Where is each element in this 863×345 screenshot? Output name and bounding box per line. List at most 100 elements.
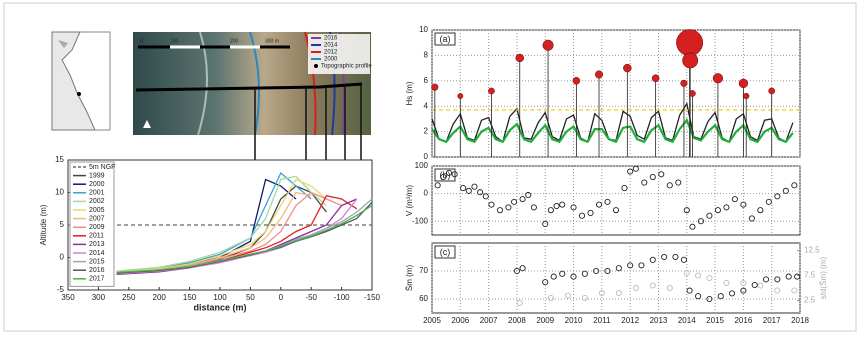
- storm-bubble: [595, 70, 604, 79]
- point: [553, 202, 560, 210]
- point: [706, 274, 713, 282]
- panel-label-box: [434, 245, 456, 259]
- point: [717, 293, 724, 300]
- legend-label: 5m NGF: [89, 164, 115, 171]
- y-tick-label: 8: [424, 51, 429, 60]
- storm-bubble: [572, 77, 581, 85]
- point: [714, 207, 721, 214]
- y-tick-label: 15: [55, 155, 64, 164]
- legend-label: 2015: [89, 258, 105, 265]
- point: [627, 262, 634, 269]
- point: [774, 276, 781, 283]
- point: [564, 292, 571, 299]
- point: [451, 171, 458, 178]
- point: [794, 273, 801, 280]
- storm-bubble: [743, 92, 750, 100]
- point: [632, 165, 639, 172]
- point: [740, 287, 747, 294]
- x-tick-label: 300: [92, 293, 106, 302]
- storm-bubble: [676, 29, 704, 57]
- point: [695, 272, 702, 279]
- point: [542, 220, 549, 228]
- legend-label: 2013: [89, 241, 105, 248]
- storm-bubble: [768, 87, 776, 95]
- plot-area: [431, 242, 801, 314]
- point: [723, 204, 730, 211]
- x-tick-label: -50: [305, 293, 317, 302]
- legend-label: 2016: [89, 267, 105, 274]
- point: [774, 287, 781, 294]
- point: [513, 267, 520, 275]
- x-tick-label: 50: [246, 293, 255, 302]
- aerial-photo: [133, 31, 371, 136]
- point: [496, 207, 503, 214]
- point: [785, 273, 792, 280]
- inset-map: [51, 31, 111, 131]
- series-line: [431, 118, 794, 144]
- point: [604, 198, 611, 205]
- point: [649, 256, 656, 263]
- storm-bubble: [712, 73, 723, 84]
- legend-label: 2017: [89, 276, 105, 283]
- point: [581, 294, 588, 302]
- point: [519, 196, 526, 203]
- point: [542, 279, 549, 286]
- point: [587, 209, 594, 216]
- point: [559, 201, 566, 208]
- point: [751, 281, 758, 289]
- y2-tick-label: 7.5: [804, 271, 816, 280]
- x-tick-label: 2011: [593, 316, 611, 325]
- x-tick-label: 2013: [650, 316, 668, 325]
- y-tick-label: 0: [424, 189, 429, 198]
- legend-label: 2001: [89, 190, 105, 197]
- point: [649, 282, 656, 289]
- storm-bubble: [651, 74, 660, 83]
- point: [615, 265, 622, 272]
- series-line: [116, 204, 373, 274]
- point: [748, 215, 755, 222]
- point: [615, 289, 622, 297]
- x-tick-label: 150: [183, 293, 197, 302]
- point: [604, 267, 611, 275]
- y-tick-label: 10: [55, 188, 64, 197]
- y-axis-label: Hs (m): [405, 81, 414, 105]
- panel-label: (c): [440, 247, 451, 257]
- x-tick-label: 2010: [565, 316, 583, 325]
- point: [505, 204, 512, 211]
- storm-bubble: [457, 93, 464, 99]
- point: [666, 284, 673, 292]
- legend-label: 2007: [89, 215, 105, 222]
- legend-label: 2011: [89, 233, 104, 240]
- point: [460, 185, 467, 192]
- legend-label: 1999: [89, 172, 105, 179]
- point: [471, 183, 478, 190]
- point: [757, 207, 764, 214]
- map-legend-label: 2016: [324, 36, 338, 42]
- x-tick-label: 2008: [508, 316, 526, 325]
- point: [627, 168, 634, 175]
- point: [740, 279, 747, 287]
- y-tick-label: 70: [419, 266, 428, 275]
- storm-bubble: [542, 39, 554, 51]
- y-tick-label: 4: [424, 101, 429, 110]
- point: [519, 265, 526, 272]
- storm-bubble: [682, 52, 699, 69]
- point: [666, 182, 673, 189]
- point: [621, 185, 628, 192]
- point: [434, 182, 441, 189]
- series-line: [116, 175, 327, 272]
- panel-label-box: [434, 32, 456, 46]
- x-tick-label: 200: [153, 293, 167, 302]
- map-legend-label: 2000: [324, 57, 338, 63]
- point: [706, 212, 713, 219]
- point: [686, 287, 693, 294]
- plot-area: [431, 165, 801, 236]
- point: [595, 201, 603, 208]
- point: [740, 201, 747, 208]
- point: [578, 212, 586, 219]
- x-tick-label: -100: [334, 293, 351, 302]
- y-axis-label: S̄m (m): [405, 265, 414, 292]
- point: [547, 207, 554, 214]
- x-tick-label: 100: [213, 293, 227, 302]
